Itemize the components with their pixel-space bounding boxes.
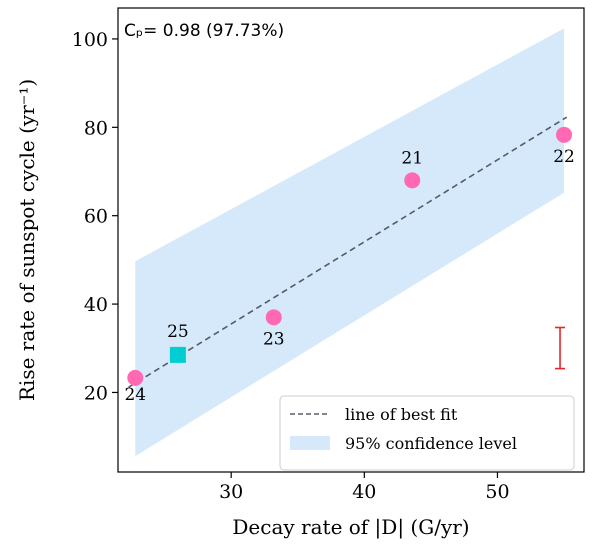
legend-confidence-swatch bbox=[290, 436, 330, 450]
plot-frame bbox=[117, 7, 585, 473]
point-label-24: 24 bbox=[124, 385, 146, 405]
x-tick-label: 40 bbox=[352, 481, 376, 503]
best-fit-line bbox=[128, 116, 568, 388]
point-label-23: 23 bbox=[263, 329, 285, 349]
y-tick-label: 40 bbox=[84, 294, 108, 316]
legend: line of best fit 95% confidence level bbox=[279, 395, 575, 471]
x-axis-label: Decay rate of |D| (G/yr) bbox=[232, 515, 469, 540]
point-label-22: 22 bbox=[553, 147, 575, 167]
data-point-23 bbox=[265, 309, 282, 326]
y-tick-label: 60 bbox=[84, 206, 108, 228]
y-tick-label: 80 bbox=[84, 117, 108, 139]
error-bar-layer bbox=[555, 326, 566, 370]
point-label-21: 21 bbox=[401, 148, 423, 168]
confidence-band bbox=[135, 28, 565, 457]
legend-frame bbox=[279, 395, 575, 471]
confidence-band-layer bbox=[135, 28, 565, 457]
legend-confidence-label: 95% confidence level bbox=[345, 434, 517, 453]
best-fit-layer bbox=[128, 116, 568, 388]
legend-best-fit-label: line of best fit bbox=[345, 405, 458, 424]
y-tick-label: 100 bbox=[72, 29, 108, 51]
x-tick-label: 50 bbox=[485, 481, 509, 503]
point-label-25: 25 bbox=[167, 322, 189, 342]
y-tick-label: 20 bbox=[84, 382, 108, 404]
x-tick-label: 30 bbox=[219, 481, 243, 503]
data-point-21 bbox=[404, 172, 421, 189]
points-layer: 24 25 23 21 22 bbox=[124, 126, 575, 405]
axes-layer: 30 40 50 20 40 60 80 100 Decay rate of |D| (G/yr… bbox=[15, 7, 585, 540]
data-point-22 bbox=[556, 126, 573, 143]
data-point-24 bbox=[127, 369, 144, 386]
data-point-25 bbox=[169, 346, 186, 363]
correlation-annotation: Cₚ= 0.98 (97.73%) bbox=[124, 21, 284, 41]
y-axis-label: Rise rate of sunspot cycle (yr⁻¹) bbox=[15, 79, 39, 401]
